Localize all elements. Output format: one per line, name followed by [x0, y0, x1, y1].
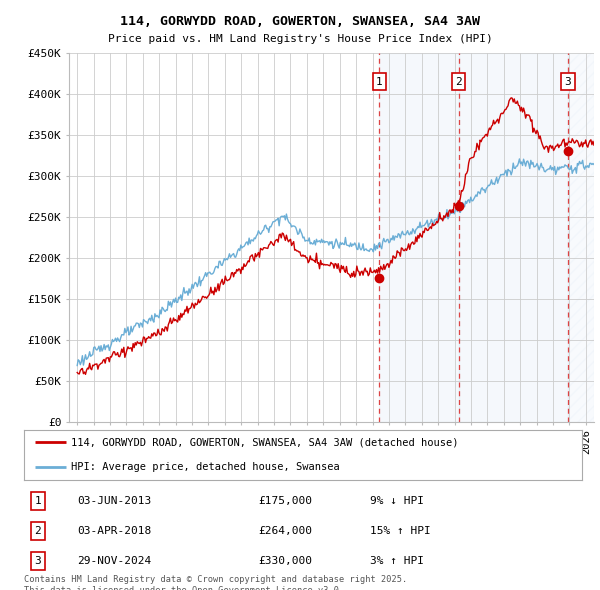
Text: Price paid vs. HM Land Registry's House Price Index (HPI): Price paid vs. HM Land Registry's House …	[107, 34, 493, 44]
Text: 9% ↓ HPI: 9% ↓ HPI	[370, 496, 424, 506]
Text: £264,000: £264,000	[259, 526, 313, 536]
Bar	[568, 53, 594, 422]
Text: 03-APR-2018: 03-APR-2018	[77, 526, 151, 536]
Text: 2: 2	[455, 77, 462, 87]
Text: 2: 2	[35, 526, 41, 536]
Text: 1: 1	[376, 77, 383, 87]
Text: £175,000: £175,000	[259, 496, 313, 506]
Text: £330,000: £330,000	[259, 556, 313, 566]
Text: 03-JUN-2013: 03-JUN-2013	[77, 496, 151, 506]
Text: 114, GORWYDD ROAD, GOWERTON, SWANSEA, SA4 3AW (detached house): 114, GORWYDD ROAD, GOWERTON, SWANSEA, SA…	[71, 437, 459, 447]
Text: 3: 3	[565, 77, 571, 87]
Text: 29-NOV-2024: 29-NOV-2024	[77, 556, 151, 566]
Text: 3: 3	[35, 556, 41, 566]
Text: HPI: Average price, detached house, Swansea: HPI: Average price, detached house, Swan…	[71, 462, 340, 472]
Bar	[458, 53, 568, 422]
Bar	[379, 53, 458, 422]
Text: 3% ↑ HPI: 3% ↑ HPI	[370, 556, 424, 566]
Text: 114, GORWYDD ROAD, GOWERTON, SWANSEA, SA4 3AW: 114, GORWYDD ROAD, GOWERTON, SWANSEA, SA…	[120, 15, 480, 28]
Text: 15% ↑ HPI: 15% ↑ HPI	[370, 526, 431, 536]
Text: Contains HM Land Registry data © Crown copyright and database right 2025.
This d: Contains HM Land Registry data © Crown c…	[24, 575, 407, 590]
Text: 1: 1	[35, 496, 41, 506]
